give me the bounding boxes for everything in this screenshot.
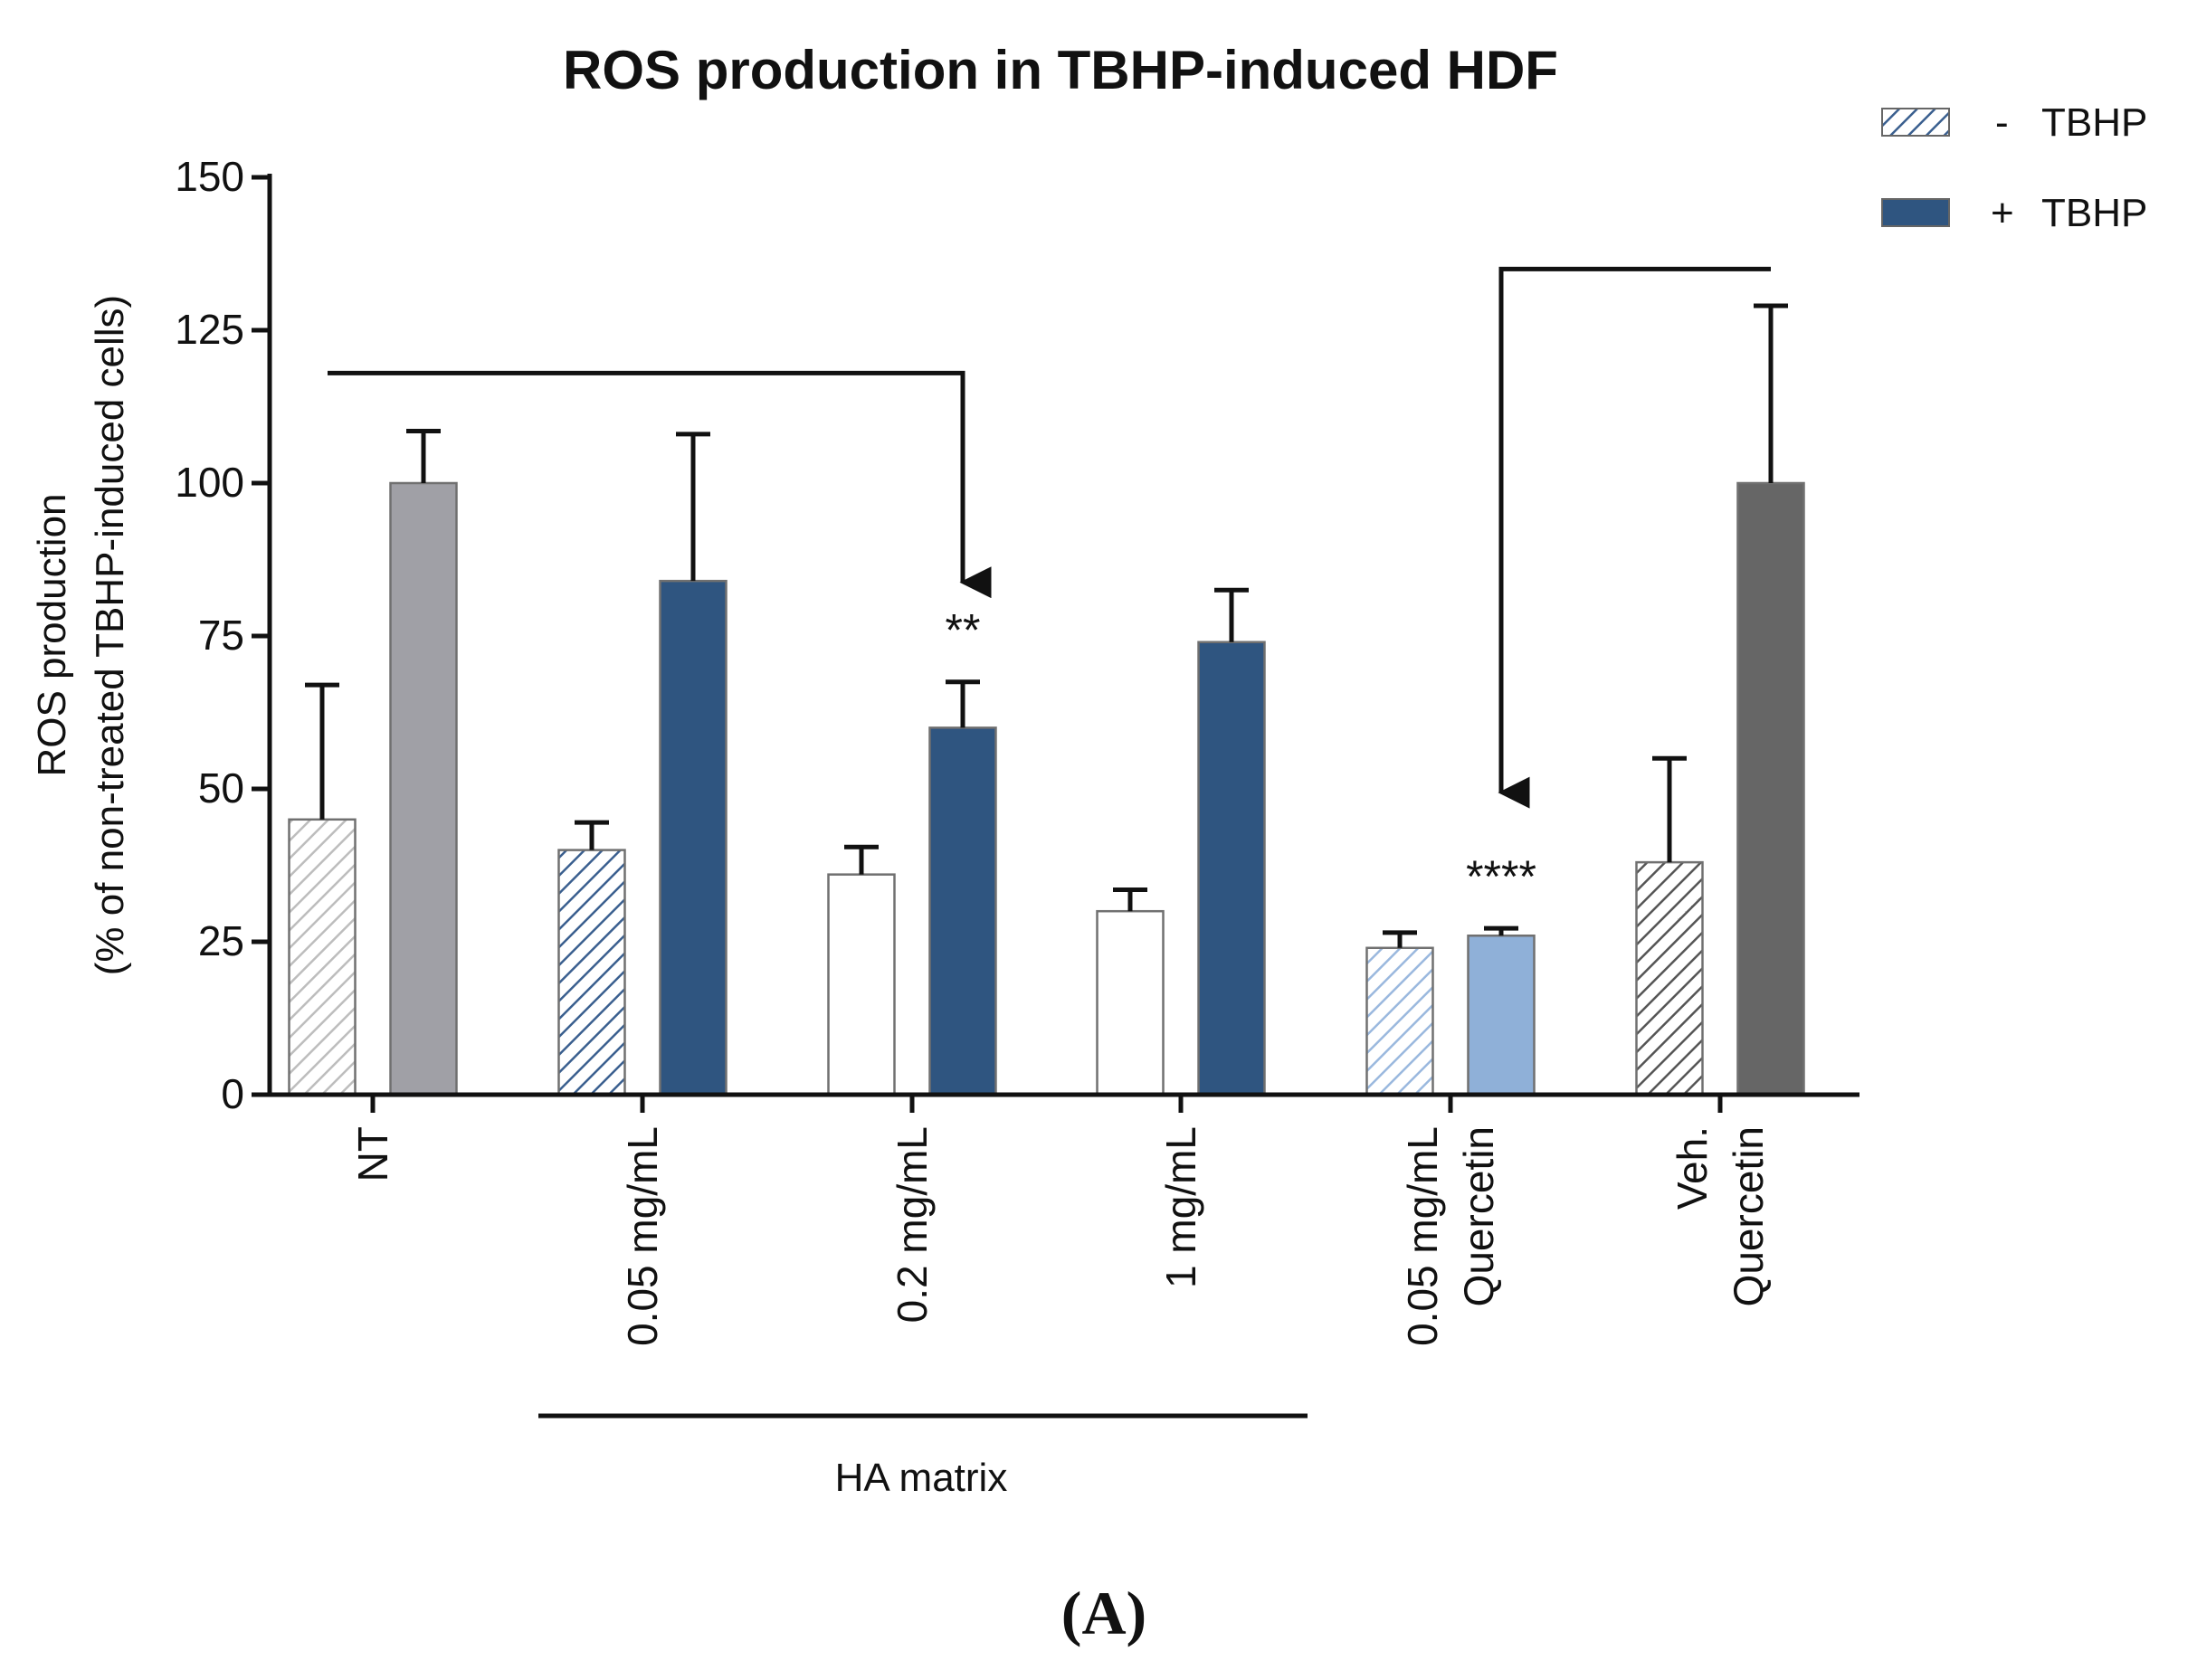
bar-plus-tbhp-0 <box>389 481 458 1096</box>
bar-minus-tbhp-3 <box>1096 909 1165 1096</box>
plot-area: 0 25 50 75 100 125 150 NT 0.05 mg/mL 0.2 mg/mL 1 m… <box>175 153 1859 1419</box>
bar-plus-tbhp-1 <box>659 579 728 1096</box>
x-category-label-5-1: Quercetin <box>1725 1126 1772 1306</box>
bar-plus-tbhp-2 <box>928 726 997 1096</box>
x-category-label-4-1: Quercetin <box>1455 1126 1502 1306</box>
x-category-label-0-0: NT <box>349 1126 396 1182</box>
legend-label-minus-tbhp: TBHP <box>2041 100 2147 145</box>
y-tick-label-50: 50 <box>198 764 244 812</box>
bar-minus-tbhp-5 <box>1635 860 1704 1096</box>
bar-minus-tbhp-1 <box>557 849 626 1096</box>
x-category-label-2-0: 0.2 mg/mL <box>889 1126 936 1323</box>
legend-sign-minus: - <box>1995 100 2009 145</box>
bar-plus-tbhp-5 <box>1736 481 1805 1096</box>
bar-plus-tbhp-4 <box>1467 934 1536 1096</box>
legend: - TBHP + TBHP <box>1881 100 2147 235</box>
x-category-label-4-0: 0.05 mg/mL <box>1399 1126 1446 1346</box>
x-category-label-1-0: 0.05 mg/mL <box>619 1126 666 1346</box>
y-axis-label-line1: ROS production <box>30 493 74 776</box>
panel-label: (A) <box>1061 1579 1146 1647</box>
x-category-label-5-0: Veh. <box>1669 1126 1716 1210</box>
y-tick-label-25: 25 <box>198 917 244 964</box>
y-tick-label-75: 75 <box>198 612 244 659</box>
y-tick-label-0: 0 <box>221 1070 244 1117</box>
y-tick-label-100: 100 <box>175 459 244 506</box>
y-axis-label-line2: (% of non-treated TBHP-induced cells) <box>88 295 132 975</box>
y-tick-label-125: 125 <box>175 306 244 353</box>
legend-swatch-hatched <box>1881 108 1950 137</box>
comparison-arrow-1 <box>1498 266 1771 809</box>
significance-label-0: ** <box>946 605 981 656</box>
bar-minus-tbhp-2 <box>827 873 896 1096</box>
comparison-arrow-0 <box>328 370 992 599</box>
legend-sign-plus: + <box>1991 191 2014 235</box>
bar-minus-tbhp-4 <box>1365 946 1434 1096</box>
bar-minus-tbhp-0 <box>288 818 357 1096</box>
y-tick-label-150: 150 <box>175 153 244 200</box>
legend-swatch-solid <box>1881 198 1950 227</box>
chart-title: ROS production in TBHP-induced HDF <box>563 40 1558 100</box>
legend-label-plus-tbhp: TBHP <box>2041 191 2147 235</box>
bar-plus-tbhp-3 <box>1197 641 1266 1096</box>
significance-label-1: **** <box>1466 851 1536 902</box>
x-category-label-3-0: 1 mg/mL <box>1157 1126 1204 1288</box>
group-bracket-label: HA matrix <box>835 1456 1008 1500</box>
